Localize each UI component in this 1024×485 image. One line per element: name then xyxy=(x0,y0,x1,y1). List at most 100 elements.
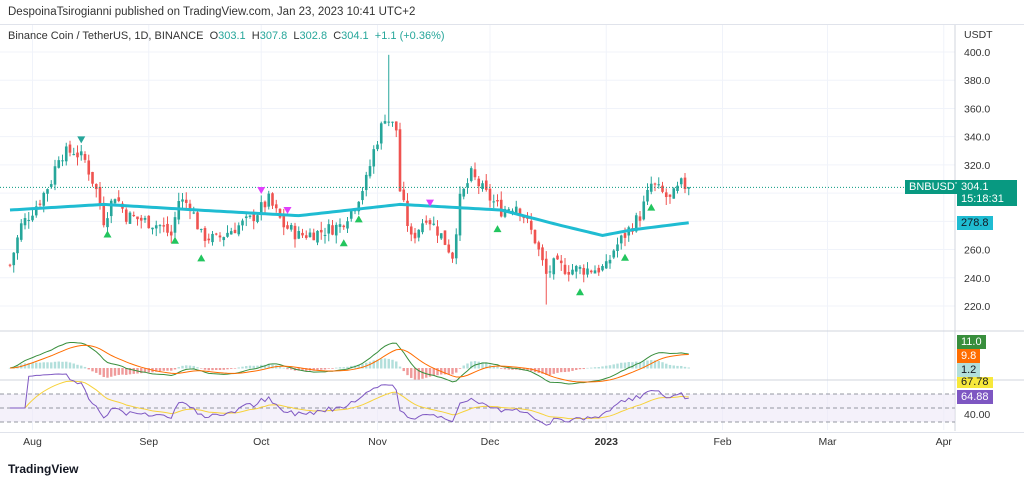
macd-histogram-bar xyxy=(447,368,450,375)
macd-histogram-bar xyxy=(31,362,34,369)
macd-histogram-bar xyxy=(230,368,233,369)
macd-histogram-bar xyxy=(665,363,668,369)
candle-body xyxy=(19,223,23,240)
price-tick: 400.0 xyxy=(964,47,990,59)
candle-body xyxy=(574,266,578,272)
rsi-ma-tag: 67.78 xyxy=(957,377,993,388)
candle-body xyxy=(533,229,537,244)
candle-body xyxy=(342,225,346,228)
macd-histogram-bar xyxy=(402,368,405,372)
price-tick: 360.0 xyxy=(964,103,990,115)
candle-body xyxy=(492,201,496,203)
macd-histogram-bar xyxy=(117,368,120,375)
macd-histogram-bar xyxy=(676,365,679,369)
price-tick: 340.0 xyxy=(964,132,990,144)
macd-histogram-bar xyxy=(271,364,274,369)
macd-histogram-bar xyxy=(481,362,484,369)
macd-histogram-bar xyxy=(301,368,304,371)
macd-histogram-bar xyxy=(687,367,690,369)
macd-histogram-bar xyxy=(507,368,510,370)
macd-histogram-bar xyxy=(256,365,259,369)
ma-tag: 278.8 xyxy=(957,216,993,230)
tradingview-logo: TradingView xyxy=(8,462,78,476)
candle-body xyxy=(64,146,68,162)
macd-histogram-bar xyxy=(578,368,582,370)
candle-body xyxy=(229,231,233,235)
signal-marker xyxy=(576,288,584,296)
candle-body xyxy=(548,271,552,273)
macd-histogram-bar xyxy=(46,362,49,369)
macd-histogram-bar xyxy=(91,368,94,372)
macd-histogram-bar xyxy=(233,368,237,369)
candle-body xyxy=(102,204,106,226)
candle-body xyxy=(61,160,64,162)
candle-body xyxy=(184,199,188,203)
candle-body xyxy=(256,215,259,222)
candle-body xyxy=(173,217,177,233)
candle-body xyxy=(158,225,162,227)
candle-body xyxy=(402,189,406,201)
candle-body xyxy=(8,264,12,266)
close-label: C xyxy=(333,30,342,42)
macd-histogram-bar xyxy=(207,368,210,371)
candle-body xyxy=(23,218,27,226)
candle-body xyxy=(361,191,364,201)
macd-histogram-bar xyxy=(601,366,604,369)
macd-histogram-bar xyxy=(357,364,360,369)
macd-histogram-bar xyxy=(395,361,398,369)
candle-body xyxy=(154,225,158,229)
macd-histogram-bar xyxy=(53,361,57,369)
candle-body xyxy=(593,270,597,274)
macd-histogram-bar xyxy=(470,361,473,369)
candle-body xyxy=(586,268,589,275)
macd-histogram-bar xyxy=(282,367,285,369)
candle-body xyxy=(327,224,331,234)
candle-body xyxy=(676,185,679,191)
macd-histogram-bar xyxy=(376,359,379,369)
candle-body xyxy=(683,177,687,190)
candle-body xyxy=(443,230,447,245)
macd-histogram-bar xyxy=(252,365,255,369)
macd-histogram-bar xyxy=(567,368,570,372)
macd-histogram-bar xyxy=(503,368,507,370)
macd-histogram-bar xyxy=(316,368,319,371)
rsi-line xyxy=(10,373,689,426)
candle-body xyxy=(638,216,642,221)
candle-body xyxy=(368,166,372,177)
macd-histogram-bar xyxy=(263,364,267,369)
candle-body xyxy=(661,185,664,192)
macd-histogram-bar xyxy=(548,368,552,375)
macd-histogram-bar xyxy=(425,368,428,378)
candle-body xyxy=(244,216,248,219)
candle-body xyxy=(27,219,31,221)
price-tick: 220.0 xyxy=(964,301,990,313)
macd-histogram-bar xyxy=(72,363,75,369)
candle-body xyxy=(364,174,368,191)
candle-body xyxy=(646,189,649,202)
candle-body xyxy=(83,154,87,160)
candle-body xyxy=(199,228,203,230)
macd-histogram-bar xyxy=(436,368,439,376)
macd-histogram-bar xyxy=(646,360,649,369)
macd-histogram-bar xyxy=(563,368,567,373)
candle-body xyxy=(466,183,469,188)
symbol-tag: BNBUSDT xyxy=(905,180,966,194)
candle-body xyxy=(289,225,293,230)
macd-histogram-bar xyxy=(110,368,113,377)
candle-body xyxy=(571,269,574,275)
candle-body xyxy=(687,187,691,189)
signal-marker xyxy=(647,203,656,211)
macd-histogram-bar xyxy=(188,365,192,369)
candle-body xyxy=(334,224,338,236)
candle-body xyxy=(541,247,544,261)
candle-body xyxy=(49,184,53,187)
macd-histogram-bar xyxy=(485,363,488,369)
macd-histogram-bar xyxy=(428,368,432,377)
candle-body xyxy=(529,220,533,230)
candle-body xyxy=(42,192,46,206)
last-price: 304.1 xyxy=(961,181,989,193)
macd-histogram-bar xyxy=(537,368,540,373)
candle-body xyxy=(379,123,383,144)
candle-body xyxy=(511,210,514,212)
